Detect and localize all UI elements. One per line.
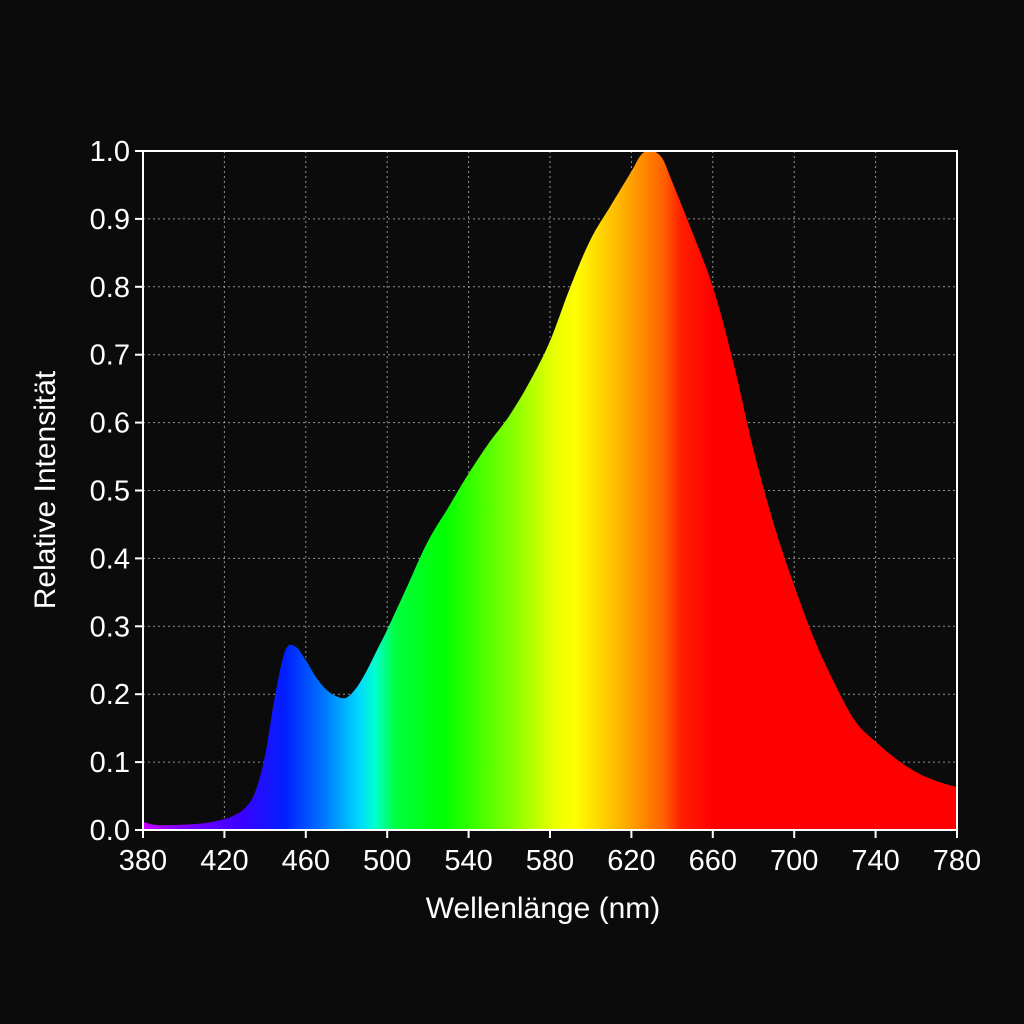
y-tick-label: 0.3 xyxy=(90,611,130,643)
y-tick-label: 0.8 xyxy=(90,272,130,304)
x-tick-label: 380 xyxy=(119,845,167,877)
y-tick-label: 0.6 xyxy=(90,408,130,440)
y-tick-label: 1.0 xyxy=(90,136,130,168)
y-tick-label: 0.1 xyxy=(90,747,130,779)
x-tick-label: 620 xyxy=(607,845,655,877)
x-tick-label: 700 xyxy=(770,845,818,877)
x-tick-label: 780 xyxy=(933,845,981,877)
y-tick-label: 0.5 xyxy=(90,476,130,508)
x-tick-label: 420 xyxy=(200,845,248,877)
y-tick-label: 0.0 xyxy=(90,815,130,847)
x-tick-label: 660 xyxy=(689,845,737,877)
spectrum-area xyxy=(143,150,957,830)
x-tick-label: 460 xyxy=(282,845,330,877)
x-tick-label: 500 xyxy=(363,845,411,877)
x-tick-label: 580 xyxy=(526,845,574,877)
y-tick-label: 0.9 xyxy=(90,204,130,236)
y-tick-label: 0.2 xyxy=(90,679,130,711)
x-tick-label: 740 xyxy=(851,845,899,877)
y-tick-label: 0.4 xyxy=(90,543,130,575)
x-axis: 380 420 460 500 540 580 620 660 700 740 780 xyxy=(119,830,981,877)
y-axis: 0.0 0.1 0.2 0.3 0.4 0.5 0.6 0.7 0.8 0.9 1.0 xyxy=(90,136,143,847)
x-axis-title: Wellenlänge (nm) xyxy=(426,892,661,925)
y-axis-title: Relative Intensität xyxy=(29,370,62,609)
y-tick-label: 0.7 xyxy=(90,340,130,372)
x-tick-label: 540 xyxy=(444,845,492,877)
